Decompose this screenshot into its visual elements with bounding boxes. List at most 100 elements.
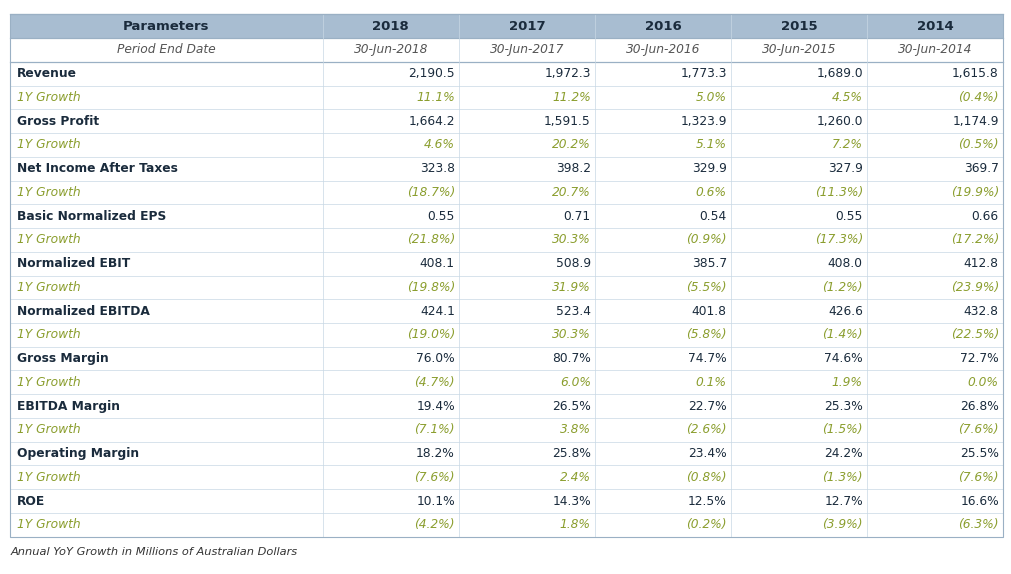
Bar: [323, 14, 459, 38]
Bar: [459, 228, 594, 252]
Bar: [866, 489, 1003, 513]
Text: 26.8%: 26.8%: [960, 400, 999, 413]
Text: 508.9: 508.9: [556, 257, 590, 270]
Text: 0.54: 0.54: [700, 210, 727, 223]
Text: (21.8%): (21.8%): [406, 234, 455, 246]
Bar: [866, 394, 1003, 418]
Text: (5.5%): (5.5%): [686, 281, 727, 294]
Bar: [323, 276, 459, 299]
Bar: [323, 204, 459, 228]
Bar: [731, 442, 866, 466]
Text: (3.9%): (3.9%): [822, 518, 862, 532]
Bar: [731, 323, 866, 347]
Text: 1,323.9: 1,323.9: [680, 115, 727, 127]
Bar: [459, 86, 594, 109]
Bar: [10, 370, 323, 394]
Text: 6.0%: 6.0%: [560, 376, 590, 389]
Text: Operating Margin: Operating Margin: [17, 447, 140, 460]
Bar: [731, 347, 866, 370]
Text: (7.6%): (7.6%): [958, 471, 999, 484]
Bar: [323, 394, 459, 418]
Text: 1,591.5: 1,591.5: [544, 115, 590, 127]
Text: (5.8%): (5.8%): [686, 328, 727, 342]
Text: 1Y Growth: 1Y Growth: [17, 234, 81, 246]
Text: 1,664.2: 1,664.2: [408, 115, 455, 127]
Text: 432.8: 432.8: [963, 305, 999, 317]
Bar: [459, 466, 594, 489]
Text: 20.2%: 20.2%: [552, 138, 590, 152]
Text: 1Y Growth: 1Y Growth: [17, 376, 81, 389]
Bar: [459, 157, 594, 181]
Bar: [731, 299, 866, 323]
Bar: [459, 299, 594, 323]
Text: 11.2%: 11.2%: [552, 91, 590, 104]
Text: 424.1: 424.1: [420, 305, 455, 317]
Bar: [731, 370, 866, 394]
Bar: [459, 323, 594, 347]
Bar: [594, 157, 731, 181]
Text: 26.5%: 26.5%: [552, 400, 590, 413]
Text: (18.7%): (18.7%): [406, 186, 455, 199]
Text: 0.66: 0.66: [972, 210, 999, 223]
Text: 30.3%: 30.3%: [552, 234, 590, 246]
Bar: [731, 252, 866, 276]
Text: (1.3%): (1.3%): [822, 471, 862, 484]
Text: 4.6%: 4.6%: [424, 138, 455, 152]
Text: 408.0: 408.0: [828, 257, 862, 270]
Text: Period End Date: Period End Date: [117, 44, 215, 56]
Text: 1,689.0: 1,689.0: [816, 67, 862, 80]
Bar: [594, 133, 731, 157]
Bar: [323, 299, 459, 323]
Bar: [10, 157, 323, 181]
Bar: [866, 299, 1003, 323]
Text: 18.2%: 18.2%: [417, 447, 455, 460]
Bar: [866, 38, 1003, 62]
Bar: [10, 394, 323, 418]
Bar: [731, 38, 866, 62]
Text: 74.6%: 74.6%: [824, 352, 862, 365]
Text: 426.6: 426.6: [828, 305, 862, 317]
Text: 0.55: 0.55: [428, 210, 455, 223]
Bar: [459, 276, 594, 299]
Bar: [459, 14, 594, 38]
Bar: [594, 466, 731, 489]
Bar: [323, 418, 459, 442]
Text: 1.8%: 1.8%: [560, 518, 590, 532]
Text: 25.5%: 25.5%: [960, 447, 999, 460]
Bar: [594, 14, 731, 38]
Bar: [459, 109, 594, 133]
Text: (7.6%): (7.6%): [415, 471, 455, 484]
Bar: [866, 323, 1003, 347]
Text: 5.0%: 5.0%: [696, 91, 727, 104]
Text: (0.2%): (0.2%): [686, 518, 727, 532]
Text: 3.8%: 3.8%: [560, 424, 590, 436]
Bar: [323, 370, 459, 394]
Text: 0.6%: 0.6%: [696, 186, 727, 199]
Bar: [459, 62, 594, 86]
Bar: [731, 276, 866, 299]
Bar: [323, 347, 459, 370]
Bar: [10, 347, 323, 370]
Bar: [866, 181, 1003, 204]
Text: 1,260.0: 1,260.0: [816, 115, 862, 127]
Bar: [10, 14, 323, 38]
Bar: [10, 133, 323, 157]
Bar: [731, 14, 866, 38]
Text: Gross Margin: Gross Margin: [17, 352, 109, 365]
Bar: [594, 204, 731, 228]
Text: 1,972.3: 1,972.3: [544, 67, 590, 80]
Text: (0.5%): (0.5%): [958, 138, 999, 152]
Bar: [731, 86, 866, 109]
Text: 24.2%: 24.2%: [824, 447, 862, 460]
Bar: [459, 252, 594, 276]
Text: 20.7%: 20.7%: [552, 186, 590, 199]
Text: Net Income After Taxes: Net Income After Taxes: [17, 162, 178, 175]
Bar: [10, 466, 323, 489]
Text: 5.1%: 5.1%: [696, 138, 727, 152]
Bar: [459, 489, 594, 513]
Bar: [594, 513, 731, 537]
Text: 4.5%: 4.5%: [832, 91, 862, 104]
Text: (22.5%): (22.5%): [950, 328, 999, 342]
Text: (0.8%): (0.8%): [686, 471, 727, 484]
Text: (1.4%): (1.4%): [822, 328, 862, 342]
